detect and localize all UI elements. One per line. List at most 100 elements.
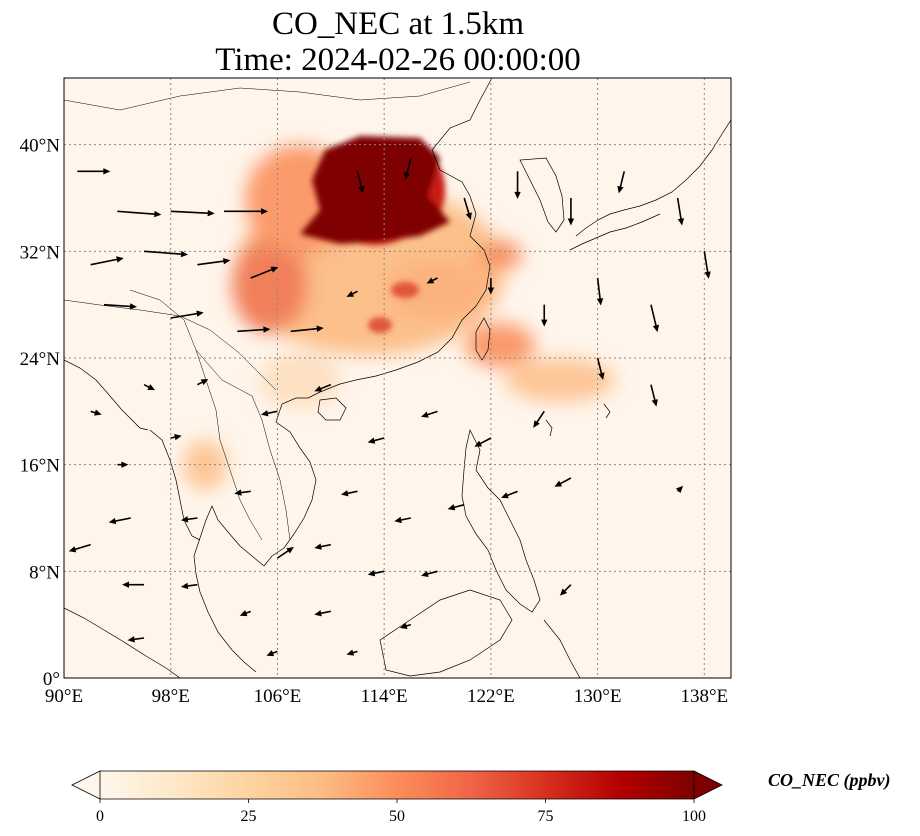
lon-tick-label: 106°E	[254, 686, 302, 707]
wind-arrow	[117, 210, 162, 218]
plume-shanghai	[478, 241, 522, 269]
small-island-2	[603, 403, 611, 419]
lat-tick-label: 40°N	[20, 136, 61, 157]
wind-arrow	[237, 326, 271, 333]
korea-peninsula	[519, 157, 565, 233]
wind-arrow	[143, 383, 156, 391]
philippines-islands	[461, 428, 541, 613]
map-gridlines	[64, 78, 731, 678]
lon-tick-label: 138°E	[680, 686, 728, 707]
wind-arrow	[170, 310, 204, 319]
colorbar-ticks: 0 25 50 75 100	[96, 799, 706, 825]
concentration-field	[183, 136, 615, 490]
wind-arrow	[68, 543, 91, 553]
wind-arrow	[426, 277, 438, 284]
map-title-line-1: CO_NEC at 1.5km	[271, 6, 525, 42]
sumatra-coast	[64, 607, 181, 678]
wind-arrow	[650, 304, 660, 333]
wind-vectors	[68, 157, 711, 657]
wind-arrow	[676, 197, 685, 226]
wind-arrow	[346, 290, 358, 297]
lon-tick-label: 114°E	[361, 686, 408, 707]
wind-arrow	[143, 250, 189, 258]
wind-arrow	[399, 622, 412, 630]
lat-tick-label: 8°N	[29, 562, 60, 583]
wind-arrow	[596, 357, 605, 380]
lat-tick-label: 32°N	[20, 242, 61, 263]
map-title-line-2: Time: 2024-02-26 00:00:00	[215, 42, 581, 78]
plume-hotspot-1	[391, 282, 419, 298]
wind-arrow	[180, 582, 198, 590]
lat-tick-label: 24°N	[20, 349, 61, 370]
wind-arrow	[650, 384, 658, 407]
sulawesi-coast	[543, 619, 581, 678]
wind-arrow	[346, 649, 358, 656]
lon-tick-label: 130°E	[574, 686, 622, 707]
mongolia-border	[64, 81, 471, 111]
wind-arrow	[170, 434, 182, 441]
wind-arrow	[224, 208, 269, 215]
map-frame	[63, 77, 732, 679]
wind-arrow	[250, 266, 279, 279]
myanmar-border	[129, 289, 263, 541]
colorbar-gradient	[100, 771, 694, 799]
wind-arrow	[447, 503, 465, 511]
plume-nc-core	[300, 136, 450, 244]
wind-arrow	[266, 650, 278, 657]
country-borders	[64, 81, 471, 541]
wind-arrow	[356, 171, 365, 194]
wind-arrow	[394, 516, 411, 524]
plume-sichuan	[232, 237, 308, 333]
plume-south-china	[260, 352, 340, 408]
wind-arrow	[617, 171, 626, 194]
kyushu-coast	[569, 213, 661, 251]
lon-tick-label: 90°E	[45, 686, 83, 707]
lat-tick-label: 0°	[43, 669, 60, 690]
andaman-coast	[149, 429, 201, 541]
colorbar-extend-min	[71, 770, 101, 800]
colorbar-tick-label: 75	[538, 808, 554, 825]
wind-arrow	[127, 636, 145, 643]
thai-malay-coast	[193, 505, 265, 673]
wind-arrow	[314, 610, 331, 617]
wind-arrow	[554, 477, 572, 487]
wind-arrow	[596, 277, 604, 306]
wind-arrow	[290, 325, 324, 333]
wind-arrow	[276, 547, 294, 559]
wind-arrow	[90, 256, 124, 266]
wind-arrow	[340, 490, 358, 497]
coastlines	[64, 78, 731, 678]
wind-arrow	[367, 570, 385, 577]
colorbar-tick-label: 50	[389, 808, 405, 825]
plume-east-outflow	[505, 358, 615, 402]
bay-of-bengal-coast	[64, 359, 149, 431]
wind-arrow	[260, 410, 278, 417]
wind-arrow	[90, 409, 102, 416]
wind-arrow	[559, 584, 572, 596]
wind-arrow	[421, 410, 438, 418]
borneo-island	[379, 589, 513, 677]
small-island-1	[545, 419, 553, 437]
wind-arrow	[117, 461, 129, 468]
wind-arrow	[197, 379, 209, 386]
wind-arrow	[474, 437, 492, 447]
lon-tick-label: 122°E	[467, 686, 515, 707]
wind-arrow	[234, 489, 251, 496]
wind-arrow	[367, 437, 385, 444]
hainan-island	[317, 397, 347, 421]
wind-arrow	[122, 581, 145, 588]
wind-arrow	[421, 570, 438, 578]
wind-arrow	[108, 517, 131, 525]
china-vietnam-coast	[263, 78, 493, 567]
wind-arrow	[487, 278, 495, 295]
laos-border	[195, 349, 291, 541]
plume-core-layer	[300, 136, 450, 333]
plume-hotspot-2	[368, 317, 392, 333]
colorbar-tick-label: 25	[241, 808, 257, 825]
lat-tick-label: 16°N	[20, 456, 61, 477]
wind-arrow	[703, 251, 711, 279]
colorbar: 0 25 50 75 100	[71, 770, 723, 825]
longitude-tick-labels: 90°E 98°E 106°E 114°E 122°E 130°E 138°E	[45, 686, 728, 707]
colorbar-label: CO_NEC (ppbv)	[768, 770, 891, 790]
